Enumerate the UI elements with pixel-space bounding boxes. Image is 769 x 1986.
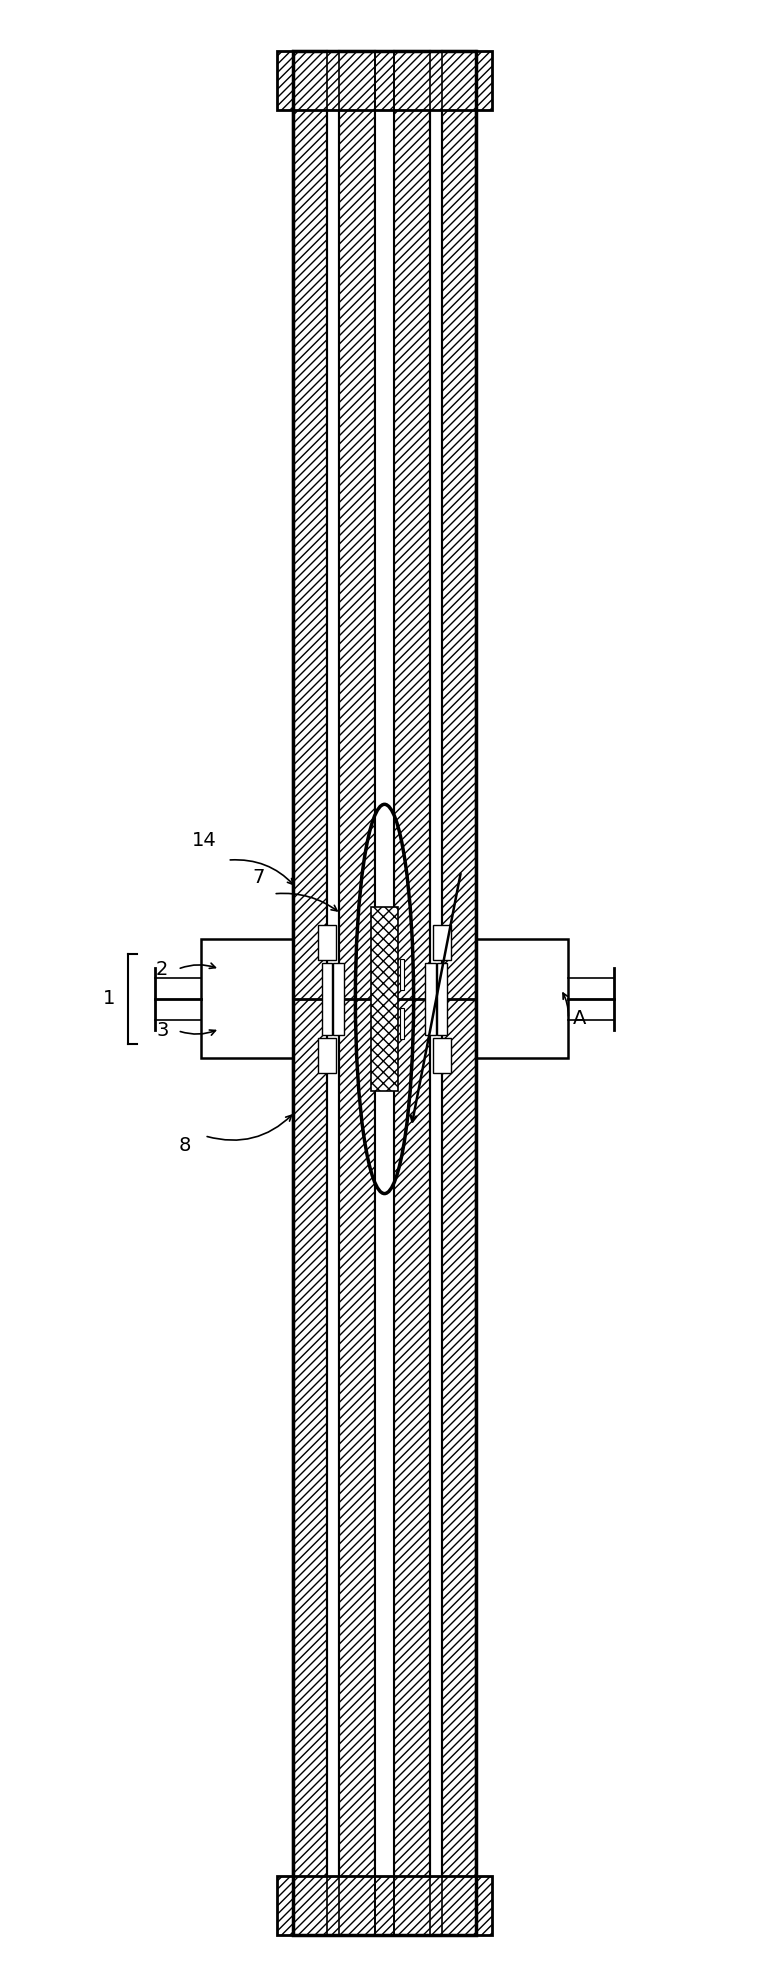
Bar <box>375 52 394 1934</box>
Bar <box>318 925 336 961</box>
Text: 1: 1 <box>102 989 115 1009</box>
Bar <box>433 1037 451 1072</box>
Text: A: A <box>573 1009 587 1029</box>
Bar <box>338 52 375 1934</box>
Text: 7: 7 <box>252 868 265 888</box>
Bar <box>437 963 448 1035</box>
Bar <box>292 52 327 1934</box>
Bar <box>394 52 431 1934</box>
Text: 14: 14 <box>192 830 217 850</box>
Bar <box>201 939 292 1059</box>
Bar <box>400 1009 404 1039</box>
Bar <box>278 1875 491 1934</box>
Bar <box>278 52 491 111</box>
Text: 8: 8 <box>179 1136 191 1156</box>
Bar <box>442 52 477 1934</box>
Bar <box>400 959 404 989</box>
Bar <box>292 52 477 1934</box>
Text: 3: 3 <box>156 1021 168 1041</box>
Bar <box>371 908 398 1090</box>
Bar <box>321 963 332 1035</box>
Bar <box>433 925 451 961</box>
Bar <box>318 1037 336 1072</box>
Bar <box>333 963 344 1035</box>
Bar <box>477 939 568 1059</box>
Text: 2: 2 <box>156 959 168 979</box>
Bar <box>425 963 436 1035</box>
